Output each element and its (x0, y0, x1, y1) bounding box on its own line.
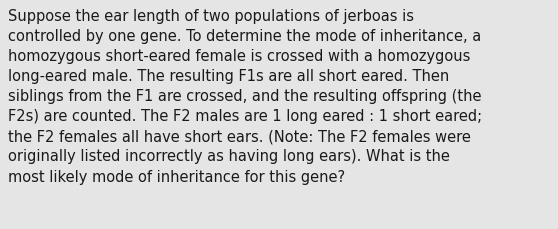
Text: Suppose the ear length of two populations of jerboas is
controlled by one gene. : Suppose the ear length of two population… (8, 9, 483, 184)
